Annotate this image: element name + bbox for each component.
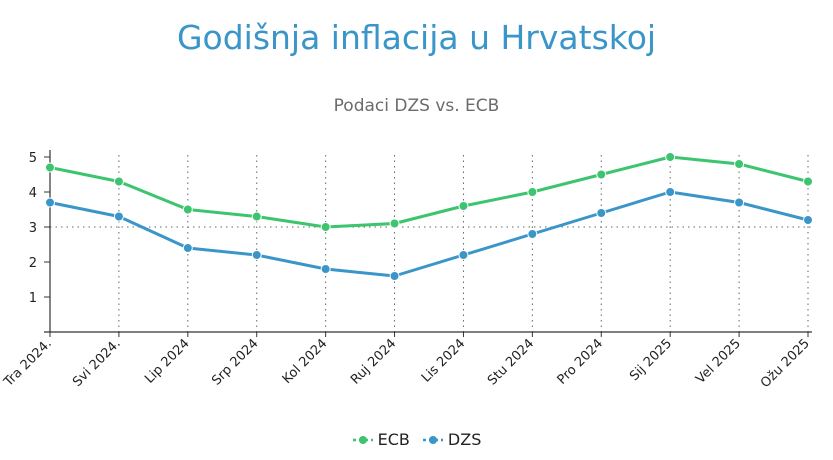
data-point-dzs[interactable]: [45, 197, 55, 208]
data-point-dzs[interactable]: [596, 208, 607, 218]
y-tick-label: 4: [29, 186, 37, 201]
legend-item-ecb[interactable]: ECB: [352, 430, 410, 449]
x-tick-label: Lip 2024: [142, 336, 192, 386]
chart-subtitle: Podaci DZS vs. ECB: [333, 96, 500, 116]
data-point-dzs[interactable]: [665, 187, 676, 197]
x-tick-label: Vel 2025: [693, 336, 744, 387]
data-point-dzs[interactable]: [458, 250, 469, 260]
series-line-dzs: [49, 190, 809, 278]
y-tick-label: 5: [29, 151, 37, 166]
data-point-dzs[interactable]: [251, 250, 262, 260]
data-point-ecb[interactable]: [527, 187, 538, 197]
legend: ECB DZS: [0, 430, 833, 450]
data-point-dzs[interactable]: [803, 215, 813, 225]
y-tick-labels: 1 2 3 4 5: [29, 151, 37, 306]
chart-title: Godišnja inflacija u Hrvatskoj: [176, 18, 657, 57]
data-point-dzs[interactable]: [113, 211, 124, 222]
data-point-dzs[interactable]: [734, 197, 745, 208]
legend-swatch-icon: [422, 435, 443, 444]
x-tick-label: Ožu 2025: [758, 336, 813, 391]
x-tick-label: Lis 2024: [419, 336, 468, 385]
legend-label: DZS: [447, 430, 482, 449]
data-point-ecb[interactable]: [596, 169, 607, 180]
x-tick-label: Sij 2025: [627, 336, 675, 384]
data-point-ecb[interactable]: [113, 176, 124, 187]
data-point-ecb[interactable]: [45, 162, 55, 173]
x-tick-label: Svi 2024.: [70, 336, 124, 390]
data-point-dzs[interactable]: [389, 271, 400, 281]
data-point-ecb[interactable]: [182, 204, 193, 215]
data-point-dzs[interactable]: [320, 264, 331, 274]
data-point-ecb[interactable]: [458, 201, 469, 211]
legend-label: ECB: [377, 430, 410, 449]
y-tick-label: 2: [29, 256, 37, 271]
legend-item-dzs[interactable]: DZS: [422, 430, 481, 449]
y-tick-label: 3: [29, 221, 37, 236]
series-lines: [49, 155, 809, 278]
x-tick-label: Tra 2024.: [1, 336, 55, 390]
data-point-ecb[interactable]: [665, 152, 676, 162]
data-point-ecb[interactable]: [320, 222, 331, 232]
data-point-dzs[interactable]: [527, 229, 538, 239]
data-point-ecb[interactable]: [734, 159, 745, 169]
x-tick-label: Srp 2024: [209, 336, 261, 388]
x-tick-label: Stu 2024: [485, 336, 537, 388]
x-tick-label: Kol 2024: [280, 336, 331, 387]
data-point-ecb[interactable]: [251, 211, 262, 222]
line-chart: 1 2 3 4 5 Tra 2024. Svi 2024. Lip 2024 Srp 2024…: [1, 150, 813, 391]
x-tick-label: Ruj 2024: [348, 336, 399, 387]
x-tick-label: Pro 2024: [555, 336, 607, 388]
axes: [44, 150, 812, 337]
data-point-ecb[interactable]: [803, 176, 813, 187]
series-line-ecb: [49, 155, 809, 229]
data-point-ecb[interactable]: [389, 218, 400, 229]
legend-swatch-icon: [352, 435, 373, 444]
series-points: [45, 152, 813, 281]
y-tick-label: 1: [29, 291, 37, 306]
grid-lines: [49, 155, 812, 332]
data-point-dzs[interactable]: [182, 243, 193, 253]
x-tick-labels: Tra 2024. Svi 2024. Lip 2024 Srp 2024 Kol 20…: [1, 336, 813, 391]
